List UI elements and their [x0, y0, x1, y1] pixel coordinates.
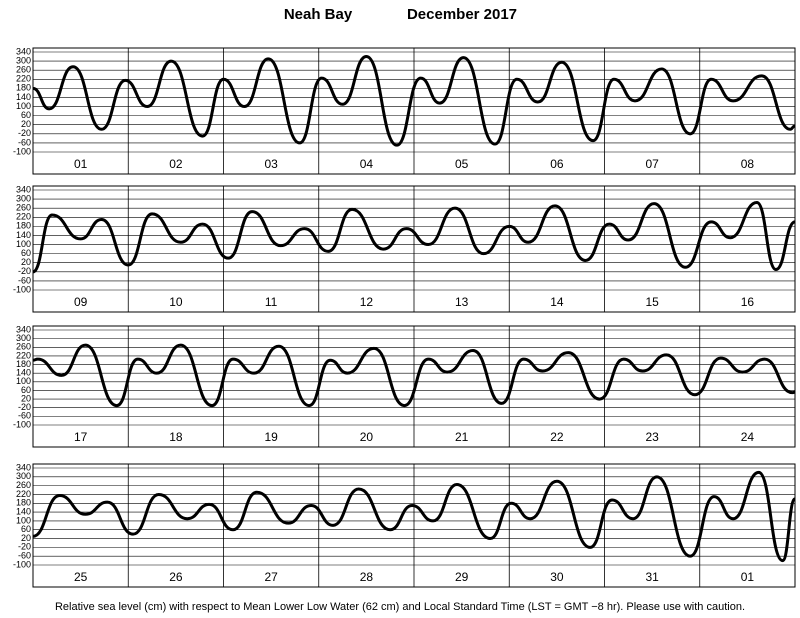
x-tick-label: 07 [645, 157, 659, 171]
y-tick-label: 100 [16, 239, 31, 249]
y-tick-label: -100 [13, 146, 31, 156]
plot-frame [32, 185, 796, 313]
y-tick-label: -60 [18, 137, 31, 147]
x-tick-label: 17 [74, 430, 88, 444]
y-tick-label: -100 [13, 419, 31, 429]
tide-line [32, 200, 796, 274]
tide-line [32, 55, 796, 147]
x-tick-label: 30 [550, 570, 564, 584]
y-tick-label: -20 [18, 128, 31, 138]
y-tick-label: 140 [16, 92, 31, 102]
y-tick-label: -60 [18, 275, 31, 285]
chart-subtitle: December 2017 [407, 6, 517, 23]
y-tick-label: 340 [16, 462, 31, 472]
x-tick-label: 01 [741, 570, 755, 584]
y-tick-label: 100 [16, 376, 31, 386]
y-tick-label: 60 [21, 385, 31, 395]
x-tick-label: 19 [264, 430, 278, 444]
x-tick-label: 14 [550, 295, 564, 309]
y-tick-label: 60 [21, 524, 31, 534]
x-tick-label: 10 [169, 295, 183, 309]
x-tick-label: 13 [455, 295, 469, 309]
x-tick-label: 29 [455, 570, 469, 584]
y-tick-label: 220 [16, 489, 31, 499]
chart-title: Neah Bay [284, 6, 353, 23]
y-tick-label: 20 [21, 257, 31, 267]
y-tick-label: 100 [16, 101, 31, 111]
y-tick-label: 260 [16, 203, 31, 213]
y-tick-label: 260 [16, 342, 31, 352]
x-tick-label: 01 [74, 157, 88, 171]
x-tick-label: 08 [741, 157, 755, 171]
x-tick-label: 05 [455, 157, 469, 171]
y-tick-label: 340 [16, 184, 31, 194]
x-tick-label: 25 [74, 570, 88, 584]
x-tick-label: 18 [169, 430, 183, 444]
x-tick-label: 12 [360, 295, 374, 309]
x-tick-label: 23 [645, 430, 659, 444]
y-tick-label: 220 [16, 212, 31, 222]
y-tick-label: -60 [18, 551, 31, 561]
x-tick-label: 22 [550, 430, 564, 444]
y-tick-label: 300 [16, 55, 31, 65]
y-tick-label: 340 [16, 324, 31, 334]
y-tick-label: 220 [16, 350, 31, 360]
y-tick-label: 100 [16, 515, 31, 525]
tide-line [32, 470, 797, 563]
footnote: Relative sea level (cm) with respect to … [55, 601, 745, 613]
x-tick-label: 28 [360, 570, 374, 584]
y-tick-label: 180 [16, 498, 31, 508]
y-tick-label: -100 [13, 284, 31, 294]
y-tick-label: 220 [16, 74, 31, 84]
tide-line [32, 343, 796, 408]
x-tick-label: 06 [550, 157, 564, 171]
x-tick-label: 02 [169, 157, 183, 171]
y-tick-label: 20 [21, 533, 31, 543]
x-tick-label: 11 [265, 295, 278, 309]
plot-frame [32, 325, 796, 448]
y-tick-label: 60 [21, 110, 31, 120]
plot-frame [32, 47, 796, 175]
y-tick-label: -20 [18, 402, 31, 412]
y-tick-label: 340 [16, 46, 31, 56]
y-tick-label: 260 [16, 65, 31, 75]
y-tick-label: 60 [21, 248, 31, 258]
x-tick-label: 31 [645, 570, 659, 584]
y-tick-label: 300 [16, 471, 31, 481]
x-tick-label: 04 [360, 157, 374, 171]
x-tick-label: 24 [741, 430, 755, 444]
y-tick-label: 140 [16, 230, 31, 240]
y-tick-label: 260 [16, 480, 31, 490]
plot-frame [32, 463, 796, 588]
x-tick-label: 03 [264, 157, 278, 171]
y-tick-label: 300 [16, 193, 31, 203]
y-tick-label: 180 [16, 221, 31, 231]
x-tick-label: 21 [455, 430, 469, 444]
y-tick-label: 140 [16, 368, 31, 378]
y-tick-label: 20 [21, 393, 31, 403]
y-tick-label: -60 [18, 411, 31, 421]
x-tick-label: 20 [360, 430, 374, 444]
x-tick-label: 15 [645, 295, 659, 309]
y-tick-label: 20 [21, 119, 31, 129]
x-tick-label: 27 [264, 570, 278, 584]
y-tick-label: 180 [16, 83, 31, 93]
y-tick-label: 300 [16, 333, 31, 343]
y-tick-label: -20 [18, 542, 31, 552]
x-tick-label: 26 [169, 570, 183, 584]
y-tick-label: 140 [16, 506, 31, 516]
y-tick-label: -20 [18, 266, 31, 276]
y-tick-label: 180 [16, 359, 31, 369]
y-tick-label: -100 [13, 559, 31, 569]
x-tick-label: 09 [74, 295, 88, 309]
x-tick-label: 16 [741, 295, 755, 309]
